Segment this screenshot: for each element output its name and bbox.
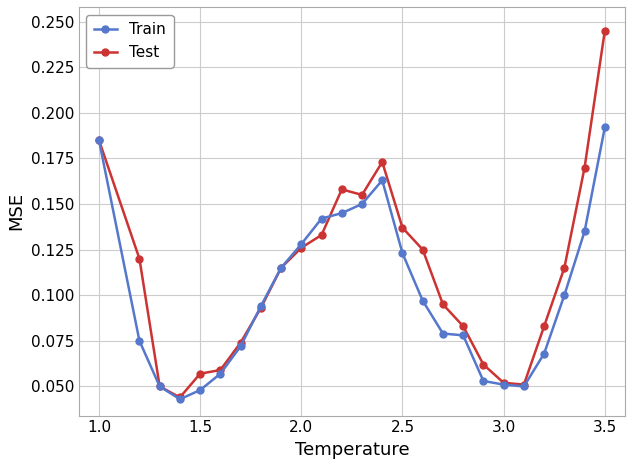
Test xyxy=(176,395,184,400)
Train xyxy=(338,210,346,216)
Train xyxy=(540,351,548,356)
Test xyxy=(540,323,548,329)
Train xyxy=(277,265,285,271)
Test xyxy=(95,137,103,143)
Train xyxy=(520,384,528,389)
Train xyxy=(480,378,487,384)
Test xyxy=(439,302,447,307)
Test xyxy=(480,362,487,367)
Train xyxy=(399,250,406,256)
Test xyxy=(257,305,265,311)
Test xyxy=(136,256,143,261)
Train xyxy=(581,228,588,234)
Y-axis label: MSE: MSE xyxy=(7,192,25,230)
Test xyxy=(379,159,386,165)
Train xyxy=(419,298,427,303)
Test xyxy=(500,380,507,385)
Test xyxy=(338,186,346,192)
X-axis label: Temperature: Temperature xyxy=(295,441,409,459)
Train xyxy=(561,293,568,298)
Test xyxy=(459,323,467,329)
Train xyxy=(298,241,305,247)
Test xyxy=(358,192,366,198)
Train xyxy=(439,331,447,336)
Test xyxy=(156,384,164,389)
Test xyxy=(197,371,204,377)
Train xyxy=(257,303,265,309)
Test xyxy=(419,247,427,253)
Train xyxy=(95,137,103,143)
Train xyxy=(217,371,224,377)
Test xyxy=(581,164,588,170)
Test xyxy=(561,265,568,271)
Train xyxy=(197,387,204,393)
Test xyxy=(277,265,285,271)
Test xyxy=(399,225,406,231)
Line: Train: Train xyxy=(95,124,608,403)
Train xyxy=(379,178,386,183)
Test xyxy=(298,245,305,251)
Test xyxy=(318,232,325,238)
Test xyxy=(217,367,224,373)
Train xyxy=(601,124,609,130)
Test xyxy=(601,28,609,34)
Train xyxy=(156,384,164,389)
Train xyxy=(176,397,184,402)
Line: Test: Test xyxy=(95,27,608,401)
Test xyxy=(520,382,528,387)
Train xyxy=(237,343,245,349)
Train xyxy=(358,201,366,207)
Test xyxy=(237,340,245,345)
Train xyxy=(136,338,143,343)
Train xyxy=(459,333,467,338)
Train xyxy=(500,382,507,387)
Train xyxy=(318,216,325,221)
Legend: Train, Test: Train, Test xyxy=(87,14,174,68)
